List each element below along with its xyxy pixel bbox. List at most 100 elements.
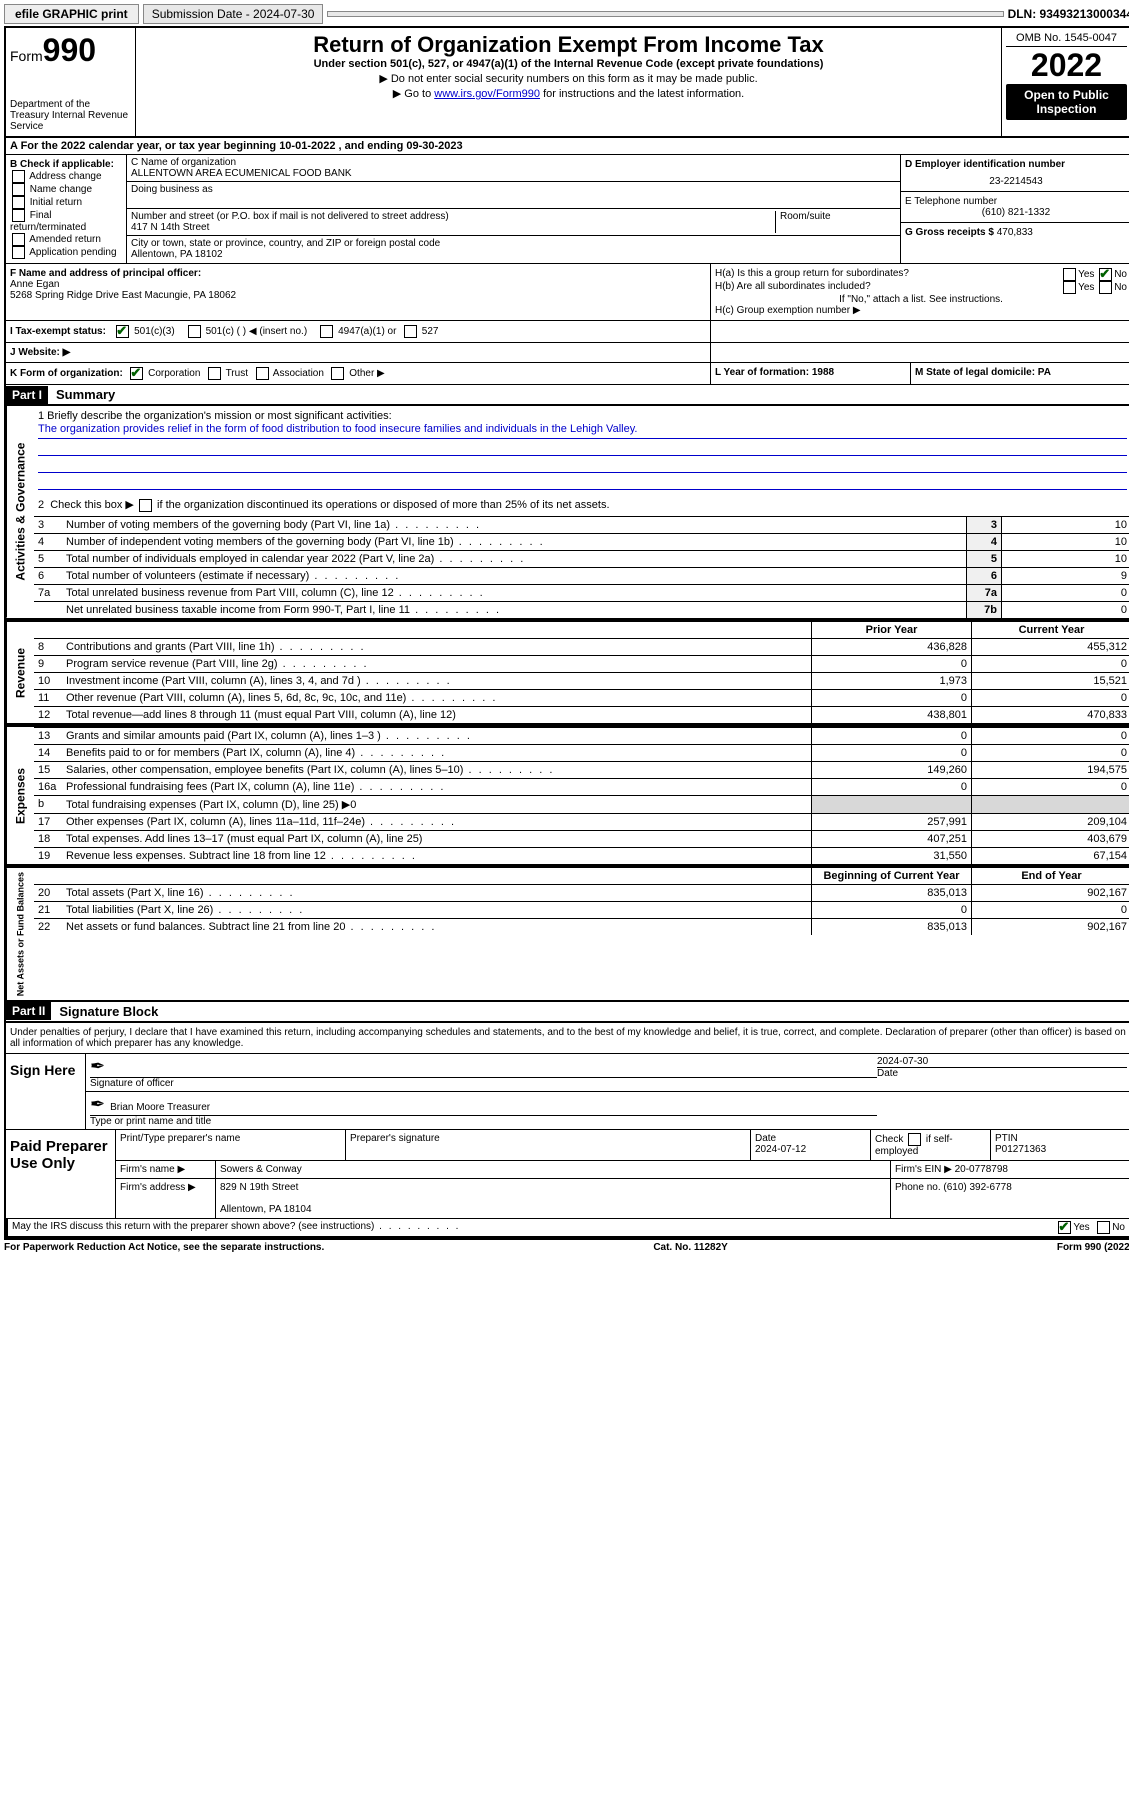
na-20-current: 902,167: [971, 885, 1129, 901]
section-expenses: Expenses 13Grants and similar amounts pa…: [4, 725, 1129, 866]
section-revenue: Revenue Prior YearCurrent Year 8Contribu…: [4, 620, 1129, 725]
checkbox-hb-yes[interactable]: [1063, 281, 1076, 294]
block-deg: D Employer identification number 23-2214…: [901, 155, 1129, 263]
firm-city: Allentown, PA 18104: [220, 1204, 312, 1215]
rev-10-current: 15,521: [971, 673, 1129, 689]
note-1: ▶ Do not enter social security numbers o…: [140, 72, 997, 85]
sign-here-block: Sign Here ✒ Signature of officer 2024-07…: [6, 1053, 1129, 1129]
val-line4: 10: [1001, 534, 1129, 550]
note-2: ▶ Go to www.irs.gov/Form990 for instruct…: [140, 87, 997, 100]
na-20-prior: 835,013: [811, 885, 971, 901]
checkbox-ha-no[interactable]: [1099, 268, 1112, 281]
checkbox-trust[interactable]: [208, 367, 221, 380]
exp-16a-prior: 0: [811, 779, 971, 795]
ptin: P01271363: [995, 1144, 1046, 1155]
irs-link[interactable]: www.irs.gov/Form990: [434, 88, 540, 100]
val-line3: 10: [1001, 517, 1129, 533]
checkbox-other[interactable]: [331, 367, 344, 380]
side-label-expenses: Expenses: [6, 727, 34, 864]
rev-8-current: 455,312: [971, 639, 1129, 655]
exp-14-current: 0: [971, 745, 1129, 761]
val-line6: 9: [1001, 568, 1129, 584]
checkbox-initial-return[interactable]: [12, 196, 25, 209]
row-j: J Website: ▶: [4, 343, 1129, 363]
checkbox-527[interactable]: [404, 325, 417, 338]
org-info-block: B Check if applicable: Address change Na…: [4, 155, 1129, 264]
part-1-header: Part I Summary: [4, 385, 1129, 406]
form-title: Return of Organization Exempt From Incom…: [140, 32, 997, 58]
exp-16a-current: 0: [971, 779, 1129, 795]
officer-name-title: Brian Moore Treasurer: [110, 1102, 210, 1113]
exp-19-current: 67,154: [971, 848, 1129, 864]
block-c-org-name: C Name of organization ALLENTOWN AREA EC…: [126, 155, 901, 263]
exp-17-prior: 257,991: [811, 814, 971, 830]
na-21-prior: 0: [811, 902, 971, 918]
checkbox-discontinued[interactable]: [139, 499, 152, 512]
checkbox-address-change[interactable]: [12, 170, 25, 183]
rev-8-prior: 436,828: [811, 639, 971, 655]
exp-18-current: 403,679: [971, 831, 1129, 847]
side-label-revenue: Revenue: [6, 622, 34, 723]
firm-ein: Firm's EIN ▶ 20-0778798: [891, 1161, 1129, 1178]
ein-value: 23-2214543: [905, 170, 1127, 187]
part-2-header: Part II Signature Block: [4, 1002, 1129, 1023]
sign-date: 2024-07-30: [877, 1056, 1127, 1067]
checkbox-name-change[interactable]: [12, 183, 25, 196]
val-line5: 10: [1001, 551, 1129, 567]
checkbox-501c[interactable]: [188, 325, 201, 338]
exp-16b-current: [971, 796, 1129, 813]
checkbox-corporation[interactable]: [130, 367, 143, 380]
val-line7a: 0: [1001, 585, 1129, 601]
paid-preparer-block: Paid Preparer Use Only Print/Type prepar…: [6, 1129, 1129, 1218]
prep-date: 2024-07-12: [755, 1144, 806, 1155]
rev-12-prior: 438,801: [811, 707, 971, 723]
omb-number: OMB No. 1545-0047: [1006, 32, 1127, 47]
tax-year: 2022: [1006, 47, 1127, 84]
na-21-current: 0: [971, 902, 1129, 918]
side-label-governance: Activities & Governance: [6, 406, 34, 618]
submission-date-field: Submission Date - 2024-07-30: [143, 4, 324, 24]
exp-14-prior: 0: [811, 745, 971, 761]
checkbox-ha-yes[interactable]: [1063, 268, 1076, 281]
exp-16b-prior: [811, 796, 971, 813]
officer-name: Anne Egan: [10, 279, 60, 290]
checkbox-discuss-no[interactable]: [1097, 1221, 1110, 1234]
na-22-current: 902,167: [971, 919, 1129, 935]
checkbox-hb-no[interactable]: [1099, 281, 1112, 294]
mission-text: The organization provides relief in the …: [38, 422, 1127, 439]
firm-phone: Phone no. (610) 392-6778: [891, 1179, 1129, 1218]
val-line7b: 0: [1001, 602, 1129, 618]
rev-12-current: 470,833: [971, 707, 1129, 723]
na-22-prior: 835,013: [811, 919, 971, 935]
row-fh: F Name and address of principal officer:…: [4, 264, 1129, 321]
bottom-line: For Paperwork Reduction Act Notice, see …: [4, 1240, 1129, 1255]
phone-value: (610) 821-1332: [905, 207, 1127, 218]
side-label-netassets: Net Assets or Fund Balances: [6, 868, 34, 1000]
rev-11-prior: 0: [811, 690, 971, 706]
spacer-field: [327, 11, 1003, 17]
exp-13-current: 0: [971, 728, 1129, 744]
row-klm: K Form of organization: Corporation Trus…: [4, 363, 1129, 385]
org-street: 417 N 14th Street: [131, 222, 775, 233]
rev-10-prior: 1,973: [811, 673, 971, 689]
checkbox-application-pending[interactable]: [12, 246, 25, 259]
checkbox-amended-return[interactable]: [12, 233, 25, 246]
checkbox-discuss-yes[interactable]: [1058, 1221, 1071, 1234]
checkbox-501c3[interactable]: [116, 325, 129, 338]
checkbox-association[interactable]: [256, 367, 269, 380]
exp-19-prior: 31,550: [811, 848, 971, 864]
exp-13-prior: 0: [811, 728, 971, 744]
efile-print-button[interactable]: efile GRAPHIC print: [4, 4, 139, 24]
checkbox-self-employed[interactable]: [908, 1133, 921, 1146]
checkbox-final-return[interactable]: [12, 209, 25, 222]
open-public-badge: Open to Public Inspection: [1006, 84, 1127, 120]
form-subtitle: Under section 501(c), 527, or 4947(a)(1)…: [140, 58, 997, 70]
irs-discuss-row: May the IRS discuss this return with the…: [6, 1218, 1129, 1238]
dept-label: Department of the Treasury Internal Reve…: [10, 99, 131, 132]
rev-9-prior: 0: [811, 656, 971, 672]
dln-label: DLN: 93493213000344: [1008, 7, 1129, 21]
exp-18-prior: 407,251: [811, 831, 971, 847]
exp-15-current: 194,575: [971, 762, 1129, 778]
checkbox-4947[interactable]: [320, 325, 333, 338]
officer-addr: 5268 Spring Ridge Drive East Macungie, P…: [10, 290, 236, 301]
